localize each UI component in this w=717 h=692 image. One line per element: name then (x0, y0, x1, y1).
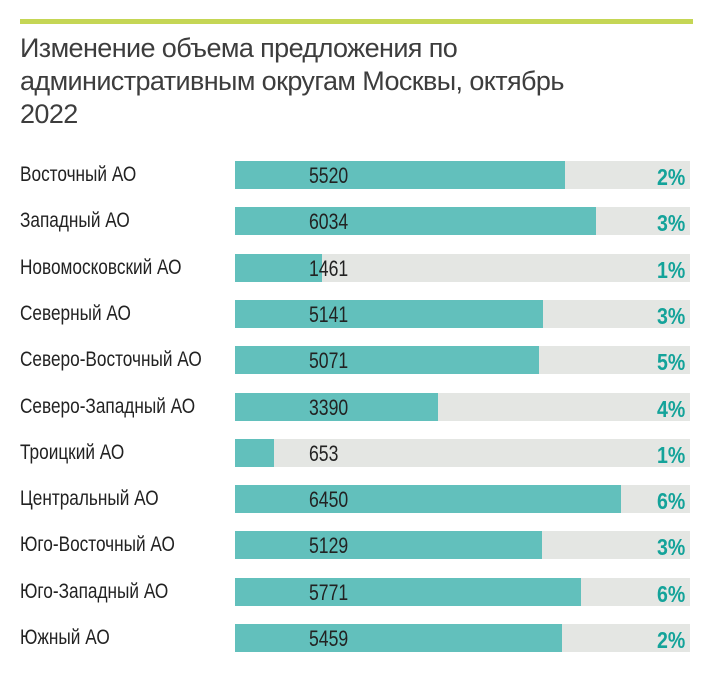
change-label: 5% (656, 349, 685, 376)
bar (235, 485, 622, 514)
value-label: 5129 (309, 533, 349, 559)
value-label: 6450 (309, 487, 349, 513)
value-label: 1461 (309, 255, 349, 281)
bar-row: Северный АО 5141 3% (0, 299, 717, 329)
bar-row: Троицкий АО 653 1% (0, 438, 717, 468)
change-label: 1% (656, 256, 685, 283)
change-label: 3% (656, 210, 685, 237)
bar-track: 5141 3% (235, 299, 690, 329)
bar-track: 5520 2% (235, 161, 690, 190)
category-label: Новомосковский АО (20, 255, 182, 279)
bar-track: 5771 6% (235, 577, 690, 607)
bar-row: Северо-Восточный АО 5071 5% (0, 345, 717, 375)
change-label: 6% (656, 580, 685, 607)
category-label: Южный АО (20, 626, 110, 649)
change-label: 3% (656, 302, 685, 329)
bar-track: 5459 2% (235, 624, 690, 653)
change-label: 4% (656, 395, 685, 422)
category-label: Центральный АО (20, 487, 159, 511)
category-label: Юго-Западный АО (20, 579, 169, 603)
category-label: Северный АО (20, 301, 131, 325)
value-label: 6034 (309, 209, 349, 235)
bar (235, 392, 438, 421)
change-label: 1% (656, 441, 685, 468)
bar (235, 346, 539, 375)
bar-row: Юго-Западный АО 5771 6% (0, 577, 717, 607)
category-label: Западный АО (20, 209, 130, 233)
change-label: 3% (656, 534, 685, 561)
bar (235, 299, 543, 328)
bar-row: Центральный АО 6450 6% (0, 484, 717, 514)
bar (235, 438, 275, 467)
bar-row: Восточный АО 5520 2% (0, 160, 717, 190)
bar-track: 3390 4% (235, 392, 690, 422)
bar-track: 653 1% (235, 438, 690, 468)
bar (235, 253, 323, 282)
value-label: 5071 (309, 348, 349, 374)
bar-row: Южный АО 5459 2% (0, 623, 717, 653)
category-label: Троицкий АО (20, 440, 125, 464)
value-label: 5459 (309, 626, 349, 651)
bar-track: 6450 6% (235, 485, 690, 515)
bar (235, 207, 597, 236)
bar-track: 5071 5% (235, 346, 690, 376)
bar-row: Новомосковский АО 1461 1% (0, 253, 717, 283)
bar-track: 5129 3% (235, 531, 690, 561)
value-label: 3390 (309, 394, 349, 420)
bar-track: 6034 3% (235, 207, 690, 237)
bar (235, 624, 562, 652)
change-label: 6% (656, 488, 685, 515)
bar-row: Западный АО 6034 3% (0, 206, 717, 236)
bar (235, 531, 543, 560)
change-label: 2% (656, 627, 685, 653)
bar-row: Юго-Восточный АО 5129 3% (0, 530, 717, 560)
chart-title: Изменение объема предложения по админист… (20, 33, 564, 129)
value-label: 5771 (309, 579, 349, 605)
bar-row: Северо-Западный АО 3390 4% (0, 392, 717, 422)
value-label: 5520 (309, 163, 349, 188)
bar (235, 577, 581, 606)
value-label: 653 (309, 440, 339, 466)
bar (235, 161, 566, 189)
category-label: Северо-Западный АО (20, 394, 196, 418)
change-label: 2% (656, 164, 685, 190)
category-label: Восточный АО (20, 163, 137, 186)
value-label: 5141 (309, 301, 349, 327)
category-label: Юго-Восточный АО (20, 533, 175, 557)
category-label: Северо-Восточный АО (20, 348, 202, 372)
bar-track: 1461 1% (235, 253, 690, 283)
accent-line (20, 19, 693, 24)
